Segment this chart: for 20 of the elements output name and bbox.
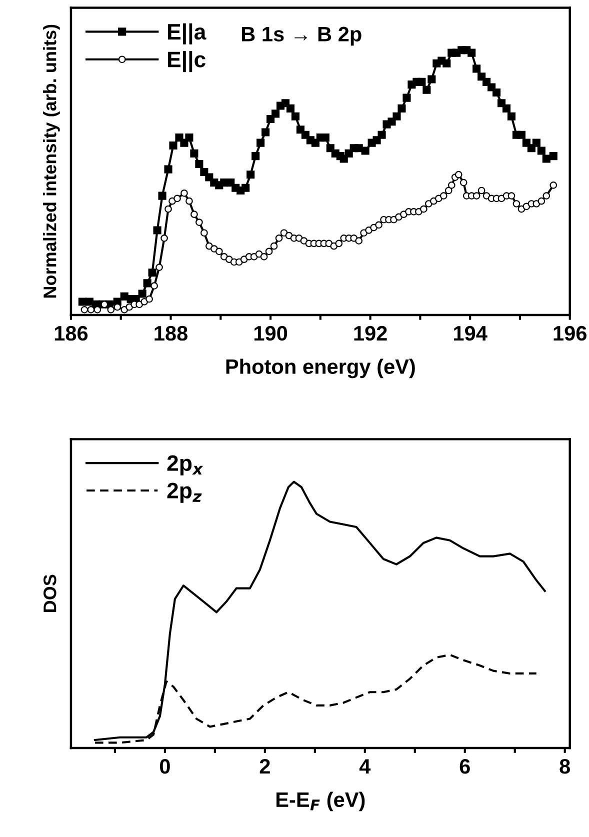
legend-label: 2p$_{x}$ [167, 455, 204, 476]
legend-label: E||c [168, 51, 206, 72]
x-tick-label: 2 [260, 758, 270, 774]
x-tick-label: 4 [359, 759, 371, 774]
x-tick-label: 8 [560, 758, 570, 774]
x-tick-label: 190 [254, 326, 288, 341]
x-tick-label: 6 [460, 758, 470, 774]
x-axis-title: Photon energy (eV) [226, 358, 415, 378]
y-axis-title: DOS [44, 574, 56, 612]
x-tick-label: 0 [160, 758, 170, 774]
x-tick-label: 186 [54, 326, 88, 341]
text: B 1s → B 2p [242, 26, 362, 46]
x-tick-label: 196 [554, 326, 586, 341]
x-axis-title: E-E$_{F}$ (eV) [276, 792, 365, 812]
legend-label: 2p$_{z}$ [167, 482, 202, 503]
x-tick-label: 192 [354, 326, 387, 341]
x-tick-label: 194 [454, 326, 488, 341]
legend-label: E||a [168, 23, 206, 44]
x-tick-label: 188 [154, 326, 188, 341]
y-axis-title: Normalized intensity (arb. units) [43, 24, 60, 298]
